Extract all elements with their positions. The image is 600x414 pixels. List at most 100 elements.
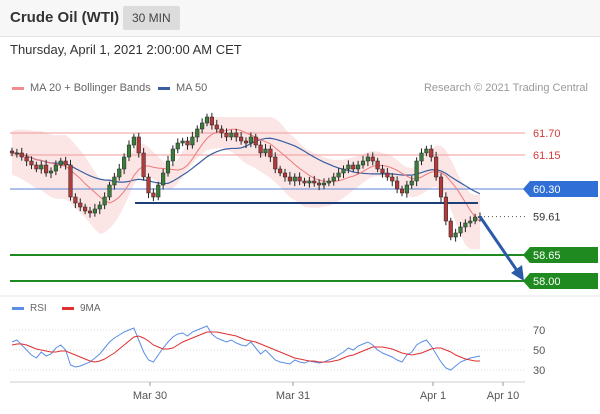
candle-body (229, 132, 234, 138)
candle-body (463, 222, 468, 228)
candle-body (287, 176, 292, 182)
candle-body (14, 152, 19, 155)
rsi-axis-label: 70 (533, 325, 545, 337)
candle-body (458, 226, 463, 234)
candle-body (434, 156, 439, 178)
candle-body (224, 132, 229, 138)
candle-body (200, 122, 205, 130)
candle-body (131, 136, 136, 146)
forecast-arrow-shaft (478, 215, 522, 276)
candle-body (273, 156, 278, 170)
candle-body (209, 116, 214, 126)
candle-body (380, 168, 385, 174)
candle-body (141, 152, 146, 178)
price-level-label: 61.70 (533, 128, 561, 140)
candle-body (282, 172, 288, 178)
candle-body (107, 184, 112, 198)
candle-body (58, 160, 63, 166)
candle-body (78, 202, 83, 208)
candle-body (190, 136, 195, 146)
candle-body (453, 232, 458, 238)
candle-body (438, 176, 444, 198)
candle-body (336, 172, 341, 178)
candle-body (97, 204, 102, 210)
ma50-label: MA 50 (176, 82, 208, 94)
candle-body (185, 140, 190, 146)
candle-body (117, 168, 122, 178)
candle-body (102, 196, 107, 206)
candle-body (180, 140, 185, 144)
pivot-label-box (523, 181, 598, 197)
candle-body (473, 216, 478, 222)
candle-body (136, 136, 141, 154)
timeframe-button[interactable]: 30 MIN (123, 6, 180, 30)
candle-body (9, 150, 15, 154)
candle-body (390, 176, 395, 182)
candle-body (83, 206, 88, 212)
candle-body (395, 180, 400, 190)
x-tick-label: Apr 10 (487, 390, 519, 402)
candle-body (24, 156, 29, 162)
candle-body (146, 176, 151, 194)
candle-body (268, 148, 273, 158)
candle-body (239, 136, 244, 142)
candle-body (112, 176, 117, 186)
candle-body (253, 136, 258, 146)
price-level-label: 61.15 (533, 150, 561, 162)
candle-body (429, 148, 434, 158)
candle-body (307, 180, 312, 184)
candle-body (234, 132, 239, 138)
candle-body (48, 170, 54, 174)
candle-body (263, 148, 268, 154)
candle-body (346, 164, 351, 170)
candle-body (175, 142, 180, 150)
candle-body (214, 124, 219, 130)
candle-body (122, 156, 127, 170)
candle-body (385, 172, 390, 178)
candle-body (360, 160, 366, 166)
candle-body (151, 192, 156, 198)
candle-body (468, 220, 473, 224)
chart-datetime: Thursday, April 1, 2021 2:00:00 AM CET (10, 42, 242, 57)
x-tick-label: Mar 31 (276, 390, 310, 402)
legend-rsi-ma: 9MA (62, 303, 101, 314)
candle-body (165, 160, 171, 174)
candle-body (53, 164, 58, 172)
price-level-label: 60.30 (533, 184, 561, 196)
candle-body (34, 164, 39, 170)
candle-body (170, 148, 175, 162)
rsi-axis-label: 50 (533, 345, 545, 357)
candle-body (404, 184, 409, 194)
candle-body (399, 188, 405, 194)
ma20-swatch (12, 86, 24, 90)
candle-body (341, 168, 346, 174)
support-label-box (523, 247, 598, 263)
candle-body (375, 160, 380, 170)
candle-body (258, 144, 263, 154)
candle-body (365, 156, 370, 162)
ma50-swatch (158, 86, 170, 90)
candle-body (29, 160, 34, 166)
rsi-axis-label: 30 (533, 365, 545, 377)
candle-body (19, 152, 24, 158)
candle-body (321, 182, 327, 186)
candle-body (326, 180, 331, 184)
candle-body (448, 220, 453, 238)
legend-ma50: MA 50 (158, 82, 207, 94)
instrument-title: Crude Oil (WTI) (10, 9, 120, 26)
legend-rsi: RSI (12, 303, 47, 314)
rsi-ma-swatch (62, 306, 74, 310)
candle-body (351, 164, 356, 170)
candle-body (204, 116, 210, 124)
rsi-ma-line (11, 331, 480, 363)
price-level-label: 58.65 (533, 250, 561, 262)
candle-body (317, 182, 322, 186)
ma20-label: MA 20 + Bollinger Bands (30, 82, 151, 94)
candle-body (243, 140, 249, 144)
price-level-label: 59.61 (533, 212, 561, 224)
candle-body (195, 128, 200, 138)
rsi-label: RSI (30, 303, 47, 314)
support-label-box (523, 273, 598, 289)
candle-body (44, 164, 49, 174)
candle-body (370, 156, 375, 162)
